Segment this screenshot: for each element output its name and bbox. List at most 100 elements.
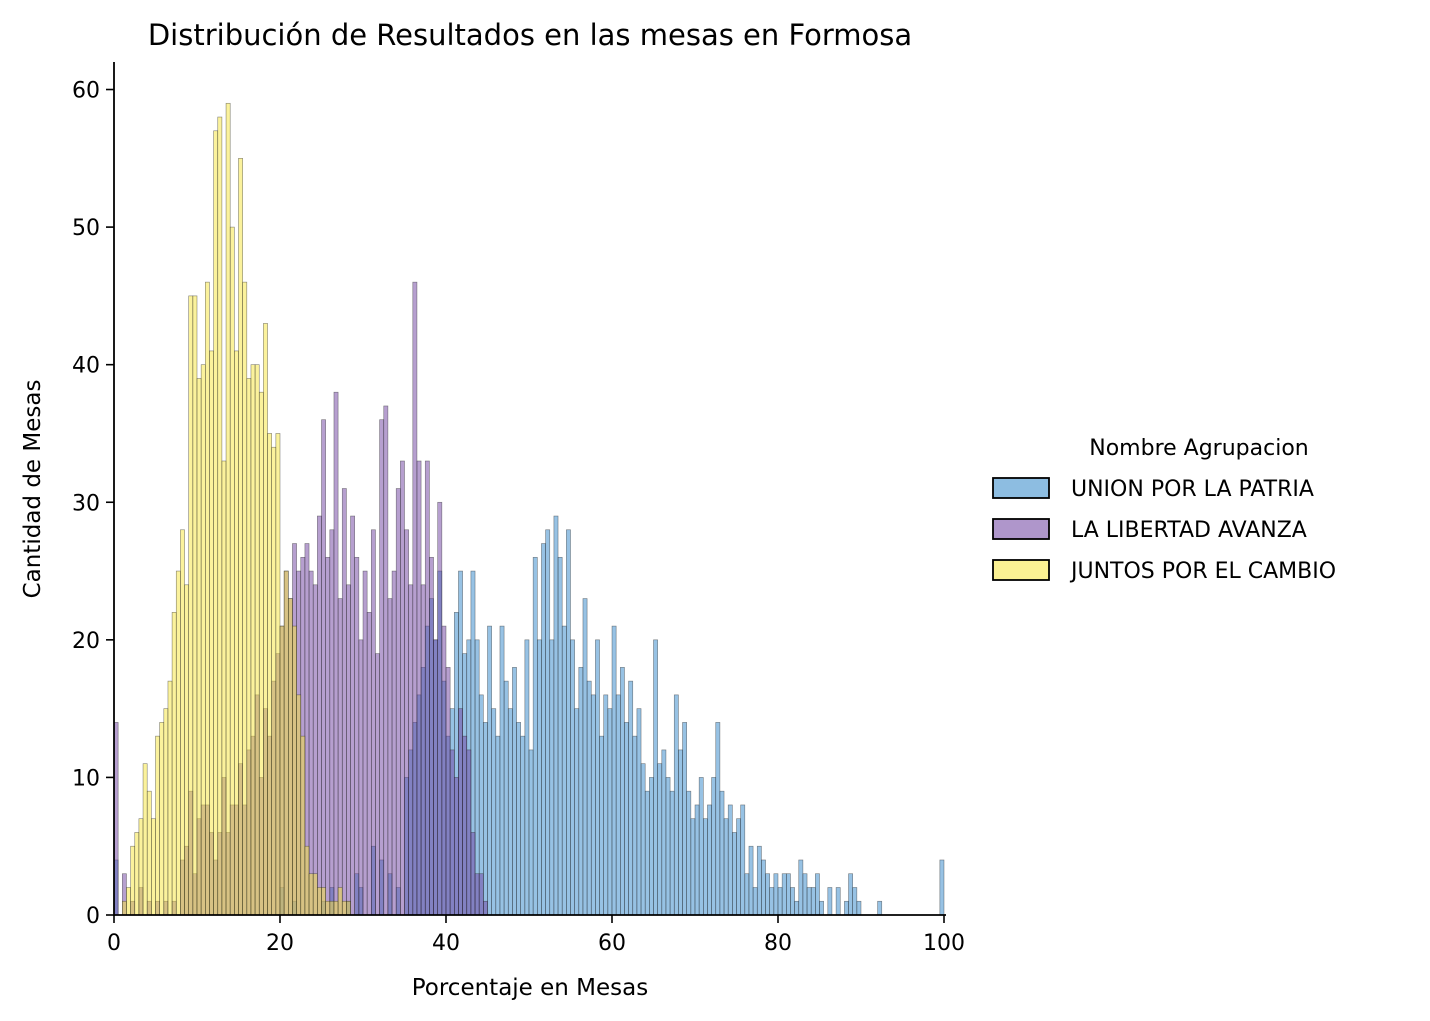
histogram-bar — [794, 900, 800, 916]
histogram-bar — [138, 818, 144, 916]
x-tick-label: 60 — [598, 931, 626, 956]
histogram-bar — [271, 446, 277, 916]
histogram-bar — [752, 887, 758, 916]
histogram-bar — [566, 529, 571, 916]
histogram-bar — [134, 832, 140, 916]
histogram-bar — [424, 460, 430, 916]
legend-swatch — [992, 477, 1050, 499]
histogram-bar — [595, 639, 600, 916]
histogram-bar — [209, 350, 214, 916]
histogram-bar — [653, 639, 658, 916]
histogram-bar — [769, 887, 775, 916]
histogram-bar — [229, 226, 235, 916]
x-axis-label: Porcentaje en Mesas — [412, 975, 649, 1001]
histogram-bar — [644, 790, 650, 916]
histogram-bar — [175, 570, 181, 916]
histogram-bar — [391, 570, 397, 916]
histogram-bar — [250, 364, 256, 916]
x-tick-label: 20 — [266, 931, 294, 956]
legend-items: UNION POR LA PATRIA LA LIBERTAD AVANZA JUN… — [992, 477, 1336, 584]
histogram-bar — [312, 584, 318, 916]
histogram-bar — [279, 625, 285, 916]
legend-title: Nombre Agrupacion — [1089, 436, 1308, 461]
histogram-bar — [819, 900, 824, 916]
histogram-bar — [723, 818, 729, 916]
histogram-bar — [205, 281, 210, 916]
y-ticks: 0 10 20 30 40 50 60 — [72, 79, 114, 929]
histogram-bar — [337, 887, 343, 916]
legend-item-union-por-la-patria: UNION POR LA PATRIA — [992, 477, 1314, 502]
histogram-bar — [188, 295, 194, 916]
histogram-bar — [437, 501, 443, 916]
histogram-bar — [624, 722, 629, 916]
histogram-bar — [333, 391, 339, 916]
histogram-bar — [578, 667, 584, 916]
histogram-bar — [321, 887, 326, 916]
histogram-bar — [325, 556, 331, 916]
histogram-bar — [333, 900, 339, 916]
histogram-bar — [810, 887, 816, 916]
histogram-bar — [545, 529, 551, 916]
histogram-bar — [740, 804, 746, 916]
histogram-bar — [462, 735, 468, 916]
histogram-bar — [599, 735, 604, 916]
histogram-bar — [379, 419, 385, 916]
histogram-bar — [732, 832, 737, 916]
histogram-bar — [557, 556, 563, 916]
histogram-bar — [304, 845, 310, 916]
histogram-bar — [815, 873, 820, 916]
histogram-bar — [337, 598, 343, 916]
legend-item-juntos-por-el-cambio: JUNTOS POR EL CAMBIO — [992, 559, 1336, 584]
histogram-bar — [607, 708, 613, 916]
legend-swatch — [992, 518, 1050, 540]
histogram-bar — [806, 887, 812, 916]
histogram-bar — [736, 818, 741, 916]
legend-label: UNION POR LA PATRIA — [1071, 477, 1314, 502]
histogram-bar — [669, 790, 675, 916]
histogram-bar — [474, 873, 480, 916]
histogram-bar — [329, 900, 335, 916]
histogram-bar — [292, 625, 297, 916]
histogram-bar — [395, 488, 401, 916]
x-tick-label: 80 — [764, 931, 792, 956]
histogram-bar — [346, 900, 351, 916]
legend-swatch — [992, 559, 1050, 581]
histogram-bar — [827, 887, 833, 916]
histogram-bar — [727, 804, 733, 916]
histogram-bar — [341, 488, 347, 916]
histogram-bar — [844, 900, 849, 916]
histogram-bar — [163, 708, 169, 916]
histogram-bar — [665, 777, 671, 916]
histogram-bar — [416, 460, 422, 916]
y-tick-label: 60 — [72, 79, 100, 104]
histogram-bar — [483, 722, 488, 916]
histogram-bar — [532, 556, 538, 916]
histogram-bar — [777, 887, 783, 916]
histogram-bar — [748, 845, 754, 916]
histogram-bar — [682, 722, 687, 916]
histogram-bar — [765, 873, 770, 916]
y-tick-label: 50 — [72, 216, 100, 241]
bars-layer — [113, 102, 945, 916]
histogram-bar — [362, 570, 368, 916]
histogram-bar — [640, 763, 646, 916]
histogram-bar — [790, 887, 795, 916]
histogram-bar — [329, 529, 335, 916]
histogram-bar — [458, 708, 463, 916]
histogram-bar — [466, 749, 472, 916]
histogram-bar — [254, 364, 260, 916]
histogram-bar — [761, 859, 766, 916]
x-tick-label: 0 — [107, 931, 121, 956]
histogram-bar — [429, 556, 434, 916]
histogram-bar — [632, 735, 638, 916]
histogram-bar — [507, 708, 513, 916]
histogram-bar — [719, 790, 725, 916]
y-tick-label: 20 — [72, 629, 100, 654]
histogram-bar — [308, 873, 314, 916]
histogram-bar — [495, 735, 501, 916]
histogram-bar — [321, 419, 326, 916]
histogram-bar — [711, 777, 717, 916]
histogram-bar — [317, 887, 322, 916]
histogram-bar — [217, 116, 223, 916]
